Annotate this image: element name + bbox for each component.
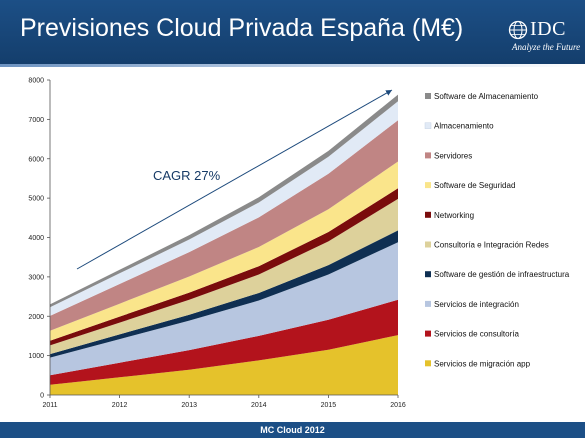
area-series-5	[50, 198, 398, 355]
y-tick-label: 5000	[28, 196, 44, 203]
area-series-2	[50, 299, 398, 385]
legend: Software de Almacenamiento Almacenamiento…	[424, 92, 570, 368]
legend-label: Servicios de integración	[434, 300, 519, 309]
legend-swatch	[425, 300, 431, 307]
x-tick-label: 2012	[112, 402, 128, 409]
legend-label: Software de Seguridad	[434, 181, 515, 190]
legend-swatch	[425, 241, 431, 248]
y-tick-label: 2000	[28, 314, 44, 321]
annotation-group: CAGR 27%	[76, 89, 393, 270]
area-series-4	[50, 230, 398, 358]
legend-label: Servicios de migración app	[434, 359, 531, 368]
y-tick-label: 6000	[28, 156, 44, 163]
header-stripe	[0, 64, 585, 67]
logo-tagline: Analyze the Future	[512, 42, 581, 52]
y-tick-label: 7000	[28, 117, 44, 124]
trend-arrow	[76, 89, 393, 270]
legend-swatch	[425, 152, 431, 159]
area-series-3	[50, 242, 398, 376]
x-tick-label: 2013	[181, 402, 197, 409]
globe-icon	[508, 20, 528, 40]
legend-label: Software de gestión de infraestructura	[434, 270, 570, 279]
page-title: Previsiones Cloud Privada España (M€)	[20, 14, 464, 42]
legend-swatch	[425, 93, 431, 99]
area-series-7	[50, 161, 398, 341]
x-tick-label: 2016	[390, 402, 406, 409]
legend-label: Consultoría e Integración Redes	[434, 241, 549, 250]
legend-label: Servidores	[434, 151, 472, 160]
footer-bar: MC Cloud 2012	[0, 422, 585, 438]
y-tick-label: 3000	[28, 274, 44, 281]
cagr-annotation: CAGR 27%	[153, 168, 221, 183]
legend-swatch	[425, 182, 431, 189]
x-tick-label: 2011	[42, 402, 57, 409]
axes-group: 0 1000 2000 3000 4000 5000 6000 7000 8000 2011 201…	[28, 78, 405, 410]
logo-text: IDC	[530, 18, 566, 40]
legend-swatch	[425, 360, 431, 367]
area-series-6	[50, 188, 398, 346]
legend-label: Servicios de consultoría	[434, 330, 519, 339]
x-tick-label: 2014	[251, 402, 267, 409]
legend-swatch	[425, 271, 431, 278]
area-series-group	[50, 94, 398, 395]
area-series-1	[50, 335, 398, 395]
y-tick-label: 8000	[28, 78, 44, 85]
y-tick-label: 4000	[28, 235, 44, 242]
stacked-area-chart: 0 1000 2000 3000 4000 5000 6000 7000 8000 2011 201…	[28, 78, 570, 410]
y-tick-label: 0	[40, 393, 44, 400]
legend-swatch	[425, 330, 431, 337]
idc-logo: IDC Analyze the Future	[508, 18, 582, 54]
legend-swatch	[425, 211, 431, 218]
y-tick-label: 1000	[28, 353, 44, 360]
area-series-8	[50, 120, 398, 331]
legend-label: Networking	[434, 211, 474, 220]
legend-label: Software de Almacenamiento	[434, 92, 539, 101]
legend-label: Almacenamiento	[434, 122, 494, 131]
legend-swatch	[424, 122, 432, 129]
header-bar: Previsiones Cloud Privada España (M€) ID…	[0, 0, 585, 64]
area-series-9	[50, 101, 398, 316]
x-tick-label: 2015	[321, 402, 337, 409]
